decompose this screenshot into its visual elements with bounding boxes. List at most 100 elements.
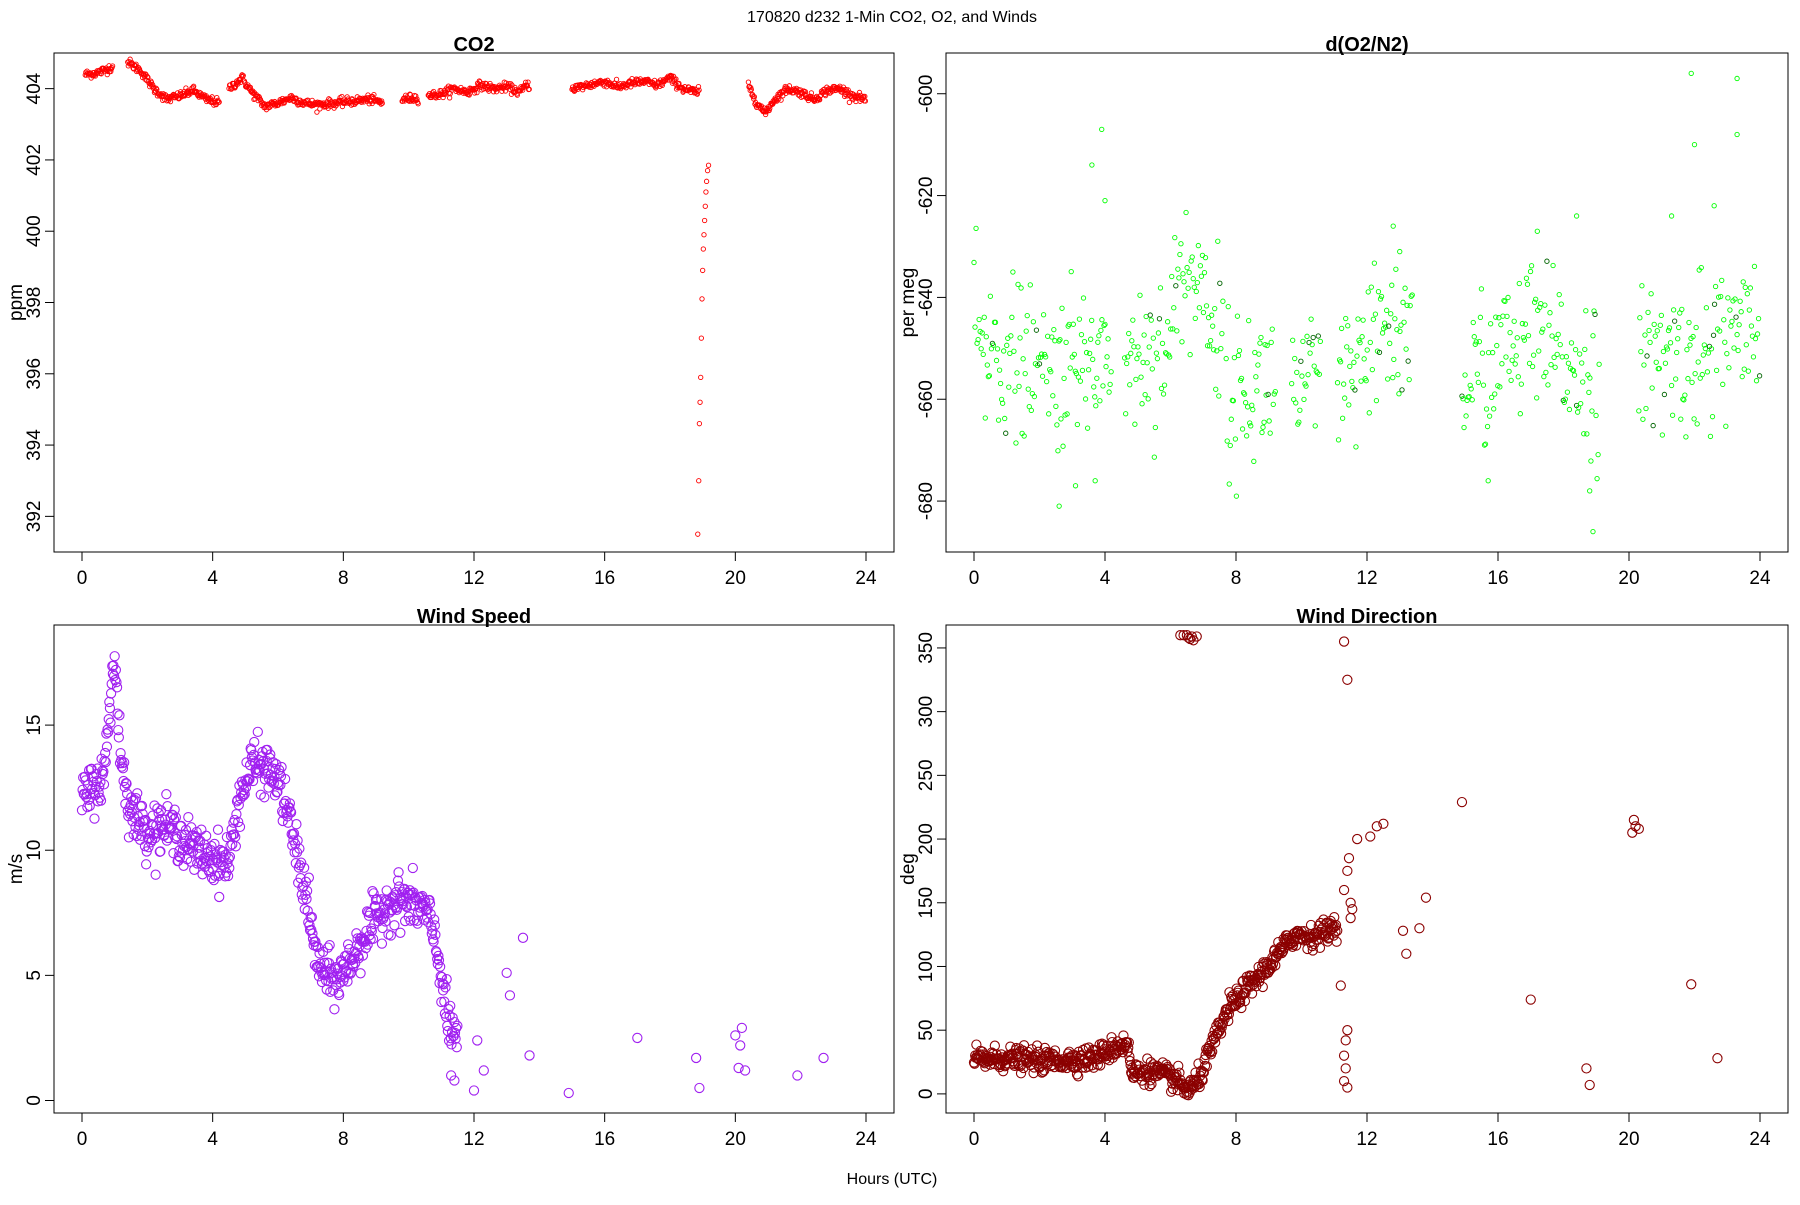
data-point xyxy=(1267,430,1273,436)
data-point xyxy=(193,842,205,853)
data-point xyxy=(1293,400,1299,406)
y-tick-label: 250 xyxy=(916,759,937,791)
data-point xyxy=(778,97,784,103)
data-point xyxy=(1312,423,1318,429)
data-point xyxy=(1519,320,1526,327)
data-point-outlier xyxy=(449,1075,460,1086)
y-tick-label: 404 xyxy=(24,72,45,104)
data-point xyxy=(1516,280,1522,287)
data-point xyxy=(1193,288,1199,295)
data-point xyxy=(1653,359,1659,365)
x-tick-label: 16 xyxy=(594,1129,615,1150)
data-point xyxy=(1315,333,1321,339)
data-point xyxy=(1376,349,1383,356)
data-point xyxy=(131,830,142,842)
data-point xyxy=(1045,333,1051,339)
data-point xyxy=(1551,354,1557,360)
data-point xyxy=(1756,373,1763,379)
data-point xyxy=(1264,342,1270,349)
y-axis-label: ppm xyxy=(6,284,27,321)
data-point xyxy=(212,824,224,835)
data-point xyxy=(1197,263,1204,269)
data-point xyxy=(1639,283,1645,289)
data-point xyxy=(1334,380,1341,386)
data-point xyxy=(241,757,252,768)
data-point xyxy=(449,1016,460,1028)
data-point xyxy=(990,342,997,348)
data-point xyxy=(1059,305,1065,311)
y-tick-label: 0 xyxy=(916,1089,937,1100)
data-point xyxy=(222,870,234,882)
data-point xyxy=(1564,389,1571,395)
data-point xyxy=(1040,312,1047,318)
data-point xyxy=(1565,360,1572,366)
y-axis-label: per meg xyxy=(898,268,919,338)
figure-title: 170820 d232 1-Min CO2, O2, and Winds xyxy=(747,9,1037,26)
data-point xyxy=(392,875,404,886)
data-point xyxy=(1371,260,1378,266)
data-point xyxy=(1361,356,1367,362)
data-point xyxy=(1167,354,1173,360)
data-point xyxy=(1008,333,1014,339)
data-point xyxy=(1190,276,1196,282)
data-point xyxy=(269,790,281,801)
data-point xyxy=(1110,1047,1121,1059)
data-point xyxy=(449,1027,461,1039)
plot-frame xyxy=(945,624,1789,1114)
data-point xyxy=(1717,328,1723,334)
data-point xyxy=(1659,432,1666,438)
data-point xyxy=(252,726,263,738)
data-point xyxy=(1348,348,1354,354)
data-point xyxy=(1272,389,1278,395)
data-point xyxy=(255,789,266,800)
data-point xyxy=(218,846,229,857)
data-point-outlier xyxy=(1191,631,1202,642)
data-point xyxy=(1157,285,1164,291)
data-point xyxy=(1164,319,1171,325)
data-point xyxy=(1183,1090,1194,1101)
data-point xyxy=(1527,268,1534,275)
data-point-outlier xyxy=(1092,478,1098,484)
data-point xyxy=(1317,338,1323,345)
data-point xyxy=(350,947,361,959)
data-point xyxy=(1483,406,1490,412)
data-point xyxy=(174,852,186,863)
data-point xyxy=(150,869,161,880)
data-point xyxy=(1487,321,1494,327)
data-point xyxy=(301,893,312,905)
data-point xyxy=(114,710,125,721)
data-point xyxy=(170,832,181,843)
data-point xyxy=(981,314,987,320)
data-point xyxy=(1731,345,1737,351)
data-point xyxy=(1144,360,1150,366)
data-point xyxy=(132,788,143,799)
y-tick-label: 0 xyxy=(24,1095,45,1106)
x-tick-label: 24 xyxy=(855,1129,877,1150)
y-axis: 392 394 396 398 400 402 404 xyxy=(24,72,54,532)
data-point xyxy=(452,1020,463,1031)
data-point xyxy=(1054,422,1060,428)
data-point-outlier xyxy=(1102,198,1108,204)
data-point xyxy=(1529,363,1536,370)
data-point xyxy=(246,751,258,763)
data-point xyxy=(1461,424,1467,431)
data-point xyxy=(1004,342,1010,348)
data-point-outlier xyxy=(697,399,703,405)
data-point xyxy=(1025,386,1031,392)
data-point xyxy=(1161,382,1168,388)
data-point xyxy=(1590,333,1596,339)
data-point xyxy=(339,93,345,100)
data-point xyxy=(1395,371,1401,378)
data-point xyxy=(1039,373,1046,379)
data-point xyxy=(1289,380,1295,387)
data-point xyxy=(1178,241,1184,247)
data-point xyxy=(1323,932,1335,943)
data-point xyxy=(209,838,220,850)
data-point xyxy=(407,91,413,97)
data-point xyxy=(1123,1037,1134,1048)
data-point xyxy=(1642,332,1648,338)
data-point xyxy=(1174,1067,1185,1078)
data-point xyxy=(975,337,981,343)
data-point xyxy=(1744,291,1750,297)
data-point xyxy=(209,870,221,881)
